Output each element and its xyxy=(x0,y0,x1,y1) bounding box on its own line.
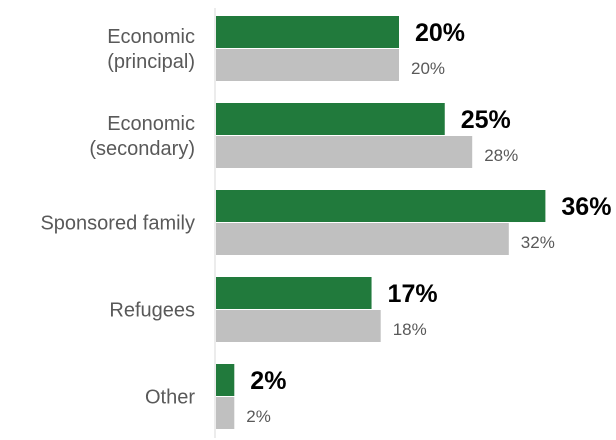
bars-layer xyxy=(216,16,546,429)
category-label: (principal) xyxy=(107,51,195,73)
bar-primary xyxy=(216,103,445,135)
data-label-secondary: 28% xyxy=(484,146,518,165)
data-label-secondary: 32% xyxy=(521,233,555,252)
bar-secondary xyxy=(216,49,399,81)
data-label-primary: 20% xyxy=(415,19,465,47)
data-label-secondary: 20% xyxy=(411,59,445,78)
labels-layer: Economic (principal) 20% 20% Economic (second… xyxy=(40,19,611,426)
bar-primary xyxy=(216,190,546,222)
bar-primary xyxy=(216,16,399,48)
data-label-secondary: 2% xyxy=(246,407,271,426)
data-label-primary: 2% xyxy=(250,367,286,395)
category-label: Economic xyxy=(107,26,195,48)
data-label-secondary: 18% xyxy=(393,320,427,339)
category-label: Refugees xyxy=(109,300,195,322)
category-label: Economic xyxy=(107,113,195,135)
bar-secondary xyxy=(216,223,509,255)
data-label-primary: 36% xyxy=(561,193,611,221)
category-label: Other xyxy=(145,387,195,409)
bar-secondary xyxy=(216,136,473,168)
bar-secondary xyxy=(216,310,381,342)
bar-secondary xyxy=(216,397,235,429)
category-label: (secondary) xyxy=(89,138,195,160)
category-label: Sponsored family xyxy=(40,213,195,235)
data-label-primary: 25% xyxy=(461,106,511,134)
bar-primary xyxy=(216,364,235,396)
data-label-primary: 17% xyxy=(388,280,438,308)
bar-primary xyxy=(216,277,372,309)
